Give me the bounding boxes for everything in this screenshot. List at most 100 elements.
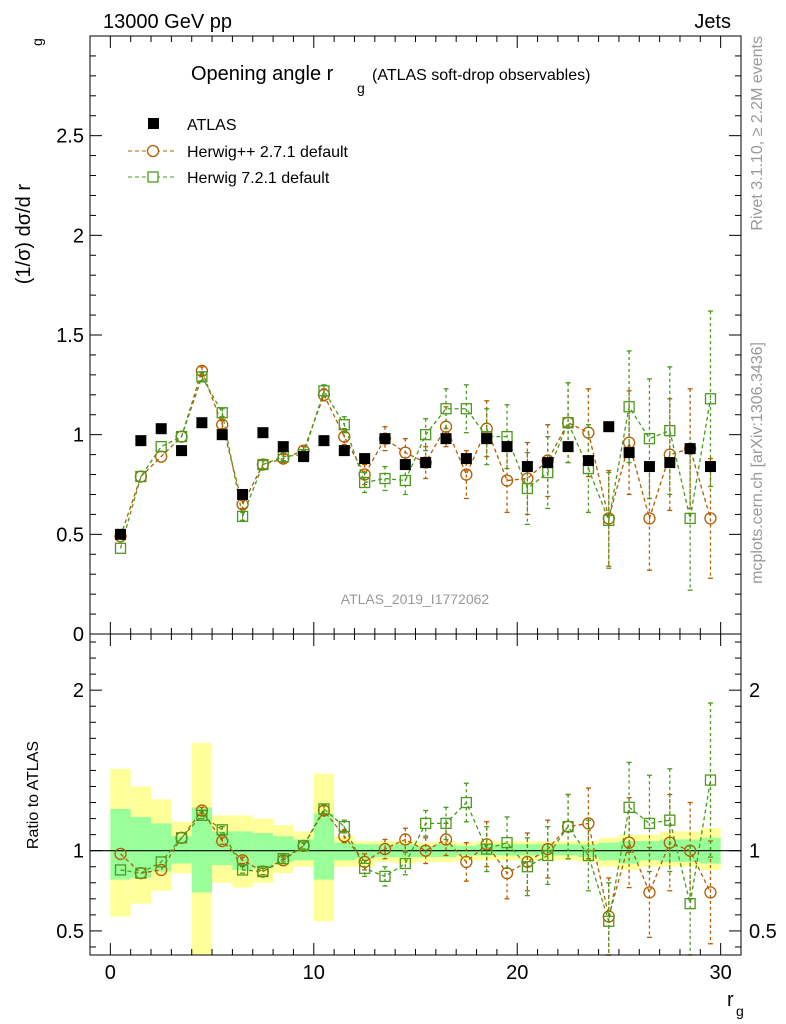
herwig7-point bbox=[318, 385, 330, 397]
atlas-point bbox=[420, 457, 432, 469]
herwig7-point bbox=[643, 433, 656, 445]
atlas-point bbox=[643, 461, 655, 473]
header-left-label: 13000 GeV pp bbox=[103, 11, 232, 33]
ratio-herwigpp-point bbox=[114, 847, 127, 861]
y-tick-label: 2.5 bbox=[56, 126, 84, 148]
atlas-point bbox=[521, 461, 533, 473]
uncertainty-band-green bbox=[130, 816, 152, 878]
y-tick-label: 2 bbox=[73, 680, 84, 702]
atlas-point bbox=[684, 443, 696, 455]
uncertainty-band-green bbox=[313, 813, 335, 880]
ratio-herwigpp-point bbox=[683, 844, 697, 857]
uncertainty-band-green bbox=[110, 808, 131, 880]
herwig7-point bbox=[562, 417, 574, 429]
ratio-herwig7-point bbox=[216, 824, 228, 836]
atlas-point bbox=[562, 441, 574, 453]
atlas-point bbox=[257, 427, 269, 439]
atlas-point bbox=[704, 461, 716, 473]
ratio-ylabel: Ratio to ATLAS bbox=[25, 741, 42, 849]
main-title-subscript: g bbox=[357, 80, 365, 96]
legend-marker-herwigpp bbox=[146, 144, 160, 158]
ratio-herwig7-point bbox=[155, 856, 167, 868]
ratio-axes: 0 10 20 30 0.5 0.5 1 1 2 2 bbox=[56, 634, 777, 984]
legend-marker-herwig7 bbox=[147, 171, 159, 183]
x-tick-label: 0 bbox=[105, 962, 116, 984]
legend-label-herwigpp: Herwig++ 2.7.1 default bbox=[187, 144, 349, 161]
atlas-point bbox=[318, 435, 330, 447]
herwigpp-point bbox=[704, 512, 717, 525]
herwig7-point bbox=[440, 403, 452, 415]
y-tick-label: 0.5 bbox=[56, 524, 84, 546]
ratio-herwig7-point bbox=[420, 817, 432, 830]
herwig7-point bbox=[257, 458, 269, 471]
legend-item-herwig7: Herwig 7.2.1 default bbox=[128, 170, 330, 187]
mcplots-label: mcplots.cern.ch [arXiv:1306.3436] bbox=[749, 342, 766, 584]
atlas-point bbox=[298, 451, 310, 463]
herwig7-point bbox=[542, 466, 554, 479]
ratio-herwig7-point bbox=[664, 814, 676, 826]
atlas-point bbox=[664, 457, 676, 469]
ratio-herwigpp-point bbox=[378, 842, 392, 856]
atlas-point bbox=[379, 433, 391, 445]
herwigpp-point bbox=[399, 446, 412, 459]
y-tick-label: 0.5 bbox=[56, 921, 84, 943]
ratio-herwig7-point bbox=[704, 774, 717, 786]
herwig7-point bbox=[684, 512, 696, 525]
herwig7-point bbox=[338, 419, 350, 431]
x-tick-label: 30 bbox=[710, 962, 732, 984]
ratio-herwigpp-point bbox=[236, 854, 249, 867]
ratio-series-layer bbox=[114, 702, 717, 956]
ratio-herwigpp-point bbox=[155, 863, 168, 877]
main-series-layer bbox=[114, 310, 717, 591]
ratio-herwig7-point bbox=[297, 840, 310, 852]
ratio-herwig7-point bbox=[684, 897, 696, 910]
ratio-herwig7-point bbox=[643, 817, 656, 830]
atlas-point bbox=[501, 441, 513, 453]
y-tick-label-right: 2 bbox=[749, 680, 760, 702]
ratio-herwig7-point bbox=[399, 857, 411, 870]
ratio-herwig7-point bbox=[501, 837, 513, 849]
herwig7-point bbox=[155, 440, 167, 453]
ratio-herwig7-line bbox=[120, 779, 712, 922]
ratio-panel: 0 10 20 30 0.5 0.5 1 1 2 2 Ratio to ATLAS r g bbox=[25, 633, 777, 1019]
herwig7-line bbox=[119, 375, 712, 549]
rivet-label: Rivet 3.1.10, ≥ 2.2M events bbox=[749, 36, 766, 231]
ratio-herwig7-point bbox=[196, 809, 208, 822]
herwigpp-point bbox=[460, 468, 473, 481]
ratio-herwig7-point bbox=[114, 864, 127, 876]
y-tick-label: 1 bbox=[73, 841, 84, 863]
y-tick-label-right: 0.5 bbox=[749, 921, 777, 943]
main-title: Opening angle r bbox=[191, 63, 334, 85]
atlas-point bbox=[196, 417, 208, 429]
atlas-point bbox=[623, 447, 635, 459]
ratio-herwig7-point bbox=[521, 861, 534, 873]
atlas-point bbox=[155, 423, 167, 435]
ratio-herwig7-point bbox=[277, 853, 289, 865]
y-tick-label: 0 bbox=[73, 624, 84, 646]
analysis-watermark: ATLAS_2019_I1772062 bbox=[341, 591, 490, 607]
atlas-point bbox=[440, 433, 452, 445]
ratio-herwig7-point bbox=[623, 801, 635, 813]
herwig7-point bbox=[704, 393, 717, 405]
herwig7-point bbox=[664, 425, 676, 437]
herwigpp-point bbox=[216, 418, 229, 431]
legend-item-herwigpp: Herwig++ 2.7.1 default bbox=[128, 144, 349, 161]
ratio-frame bbox=[89, 633, 742, 956]
herwig7-point bbox=[175, 431, 188, 443]
ratio-herwig7-point bbox=[358, 862, 371, 874]
herwig7-point bbox=[521, 482, 534, 495]
herwig7-point bbox=[196, 371, 208, 383]
ratio-herwigpp-point bbox=[500, 866, 514, 880]
main-ylabel: (1/σ) dσ/d r bbox=[13, 184, 35, 285]
atlas-point bbox=[135, 435, 147, 447]
herwig7-point bbox=[399, 474, 411, 487]
ratio-herwig7-point bbox=[257, 865, 269, 878]
herwig7-point bbox=[236, 510, 249, 523]
herwigpp-point bbox=[500, 474, 514, 487]
ratio-herwigpp-point bbox=[460, 855, 473, 869]
legend-marker-atlas bbox=[148, 118, 159, 129]
ratio-herwigpp-point bbox=[338, 830, 351, 843]
ratio-herwig7-point bbox=[135, 867, 147, 879]
y-tick-label: 1 bbox=[73, 425, 84, 447]
